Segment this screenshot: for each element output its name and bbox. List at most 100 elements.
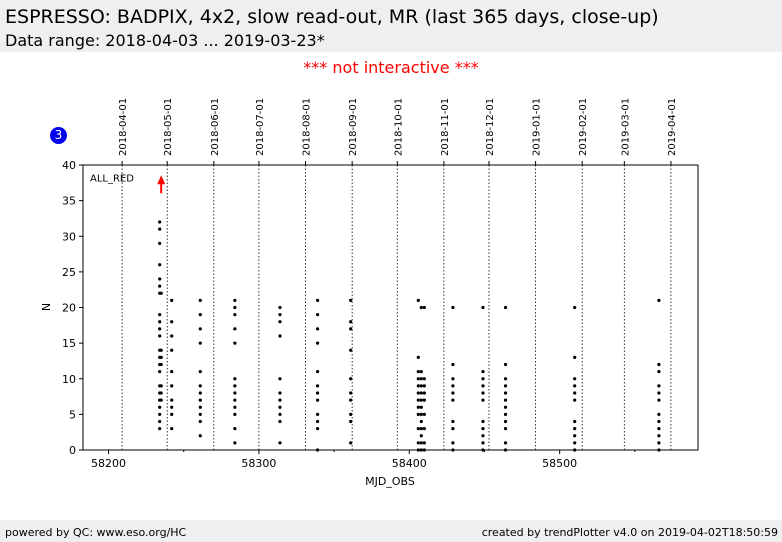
data-point xyxy=(158,427,162,431)
data-point xyxy=(573,398,577,402)
data-point xyxy=(159,362,163,367)
data-point xyxy=(657,427,661,431)
data-point xyxy=(278,320,282,324)
x-tick-label: 58200 xyxy=(91,457,126,470)
data-point xyxy=(503,362,508,367)
data-point xyxy=(657,370,661,374)
data-point xyxy=(573,377,577,381)
data-point xyxy=(233,327,237,331)
data-point xyxy=(416,370,420,374)
data-point xyxy=(198,434,202,438)
data-point xyxy=(170,427,174,431)
data-point xyxy=(349,391,353,395)
data-point xyxy=(451,398,455,402)
data-point xyxy=(573,384,577,388)
data-point xyxy=(158,327,162,331)
data-point xyxy=(349,348,353,352)
data-point xyxy=(158,227,162,231)
data-point xyxy=(657,441,661,445)
y-tick-label: 30 xyxy=(62,230,76,243)
data-point xyxy=(158,263,162,267)
date-tick-label: 2018-10-01 xyxy=(393,98,404,156)
data-point xyxy=(419,398,423,402)
data-point xyxy=(349,298,353,302)
data-point xyxy=(416,412,420,416)
date-tick-label: 2018-12-01 xyxy=(485,98,496,156)
data-point xyxy=(481,384,485,388)
date-tick-label: 2019-04-01 xyxy=(667,98,678,156)
data-point xyxy=(158,284,162,288)
data-point xyxy=(349,327,353,331)
data-point xyxy=(233,341,237,345)
data-point xyxy=(422,391,426,395)
x-tick-label: 58300 xyxy=(241,457,276,470)
data-point xyxy=(349,419,353,424)
data-point xyxy=(315,419,320,424)
data-point xyxy=(481,398,485,402)
data-point xyxy=(419,377,423,381)
data-point xyxy=(416,441,420,445)
y-axis: 0 5 10 15 20 25 30 35 40 xyxy=(62,159,83,457)
data-point xyxy=(278,391,282,395)
data-point xyxy=(233,398,237,402)
data-point xyxy=(198,341,202,345)
data-points xyxy=(158,220,661,452)
data-point xyxy=(170,320,174,324)
data-point xyxy=(315,398,320,402)
data-point xyxy=(573,441,577,445)
data-point xyxy=(657,412,661,416)
data-point xyxy=(416,377,420,381)
data-point xyxy=(158,405,162,409)
data-point xyxy=(159,348,163,352)
date-tick-labels: 2018-04-01 2018-05-01 2018-06-01 2018-07-01… xyxy=(118,98,678,156)
data-point xyxy=(233,298,237,302)
data-point xyxy=(657,434,661,438)
data-point xyxy=(170,334,174,338)
data-point xyxy=(315,370,320,374)
data-point xyxy=(170,298,174,302)
data-point xyxy=(233,412,237,416)
data-point xyxy=(481,419,485,424)
date-tick-label: 2019-01-01 xyxy=(532,98,543,156)
data-point xyxy=(198,419,202,424)
data-point xyxy=(573,434,577,438)
data-point xyxy=(657,391,661,395)
data-point xyxy=(170,348,174,352)
data-point xyxy=(451,305,455,310)
y-tick-label: 0 xyxy=(69,444,76,457)
y-tick-label: 35 xyxy=(62,195,76,208)
data-point xyxy=(170,398,174,402)
data-point xyxy=(419,419,423,424)
data-point xyxy=(481,434,485,438)
data-point xyxy=(349,398,353,402)
footer-created-by: created by trendPlotter v4.0 on 2019-04-… xyxy=(481,526,778,539)
data-point xyxy=(198,327,202,331)
y-tick-label: 20 xyxy=(62,302,76,315)
data-point xyxy=(503,384,508,388)
data-point xyxy=(198,298,202,302)
data-point xyxy=(419,391,423,395)
date-tick-label: 2018-05-01 xyxy=(163,98,174,156)
data-point xyxy=(422,377,426,381)
date-tick-label: 2018-08-01 xyxy=(302,98,313,156)
data-point xyxy=(422,398,426,402)
data-point xyxy=(170,384,174,388)
plot-frame xyxy=(82,164,699,451)
data-point xyxy=(170,412,174,416)
data-point xyxy=(422,305,426,310)
data-point xyxy=(481,377,485,381)
data-point xyxy=(657,384,661,388)
data-point xyxy=(315,341,320,345)
x-axis: 58200 58300 58400 58500 xyxy=(91,450,636,470)
data-point xyxy=(233,305,237,310)
x-tick-label: 58400 xyxy=(392,457,427,470)
data-point xyxy=(481,441,485,445)
data-point xyxy=(315,384,320,388)
data-point xyxy=(481,391,485,395)
x-axis-label: MJD_OBS xyxy=(365,475,415,488)
data-point xyxy=(422,427,426,431)
data-point xyxy=(573,427,577,431)
y-tick-label: 25 xyxy=(62,266,76,279)
data-point xyxy=(451,384,455,388)
